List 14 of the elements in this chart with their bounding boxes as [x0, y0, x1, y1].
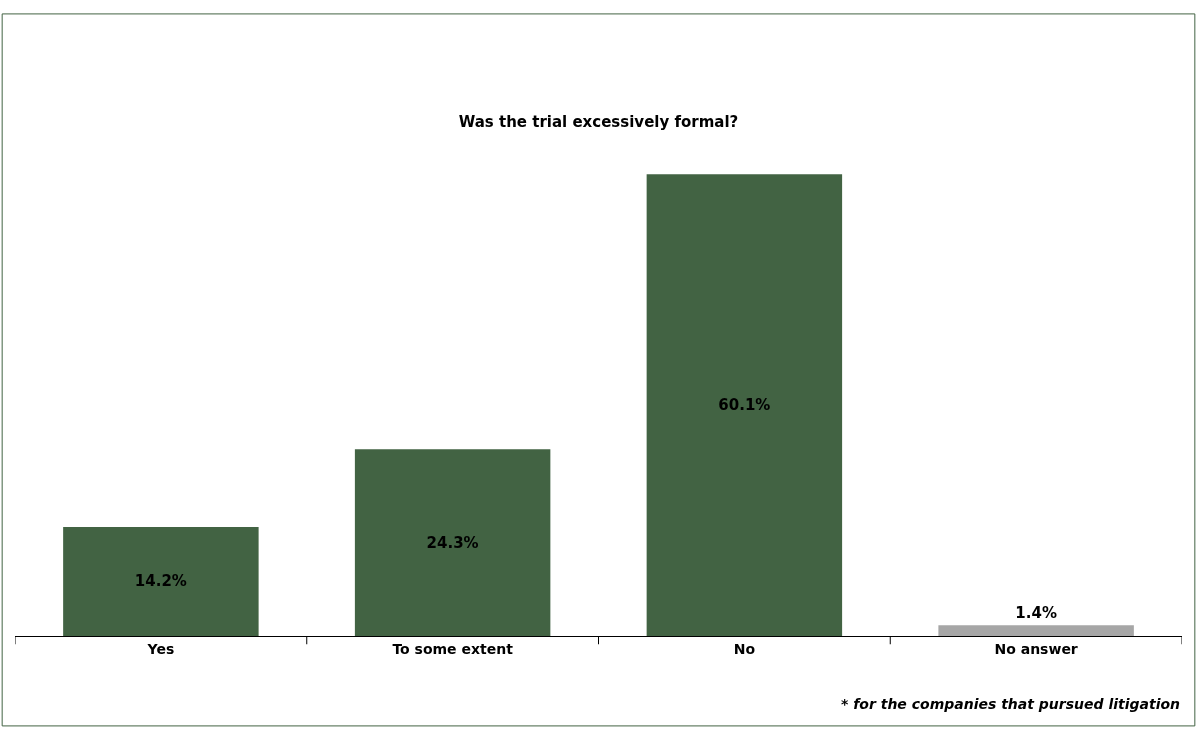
x-tick-label: No [733, 640, 756, 657]
x-tick-label: Yes [146, 640, 175, 657]
data-label: 1.4% [1015, 604, 1057, 623]
bar [646, 174, 843, 636]
bar [63, 526, 259, 636]
data-label: 60.1% [718, 396, 771, 415]
bar [354, 449, 551, 636]
chart-title: Was the trial excessively formal? [458, 113, 739, 132]
data-label: 14.2% [134, 572, 187, 591]
data-label: 24.3% [426, 533, 479, 552]
bar [938, 625, 1134, 636]
x-tick-label: To some extent [392, 640, 514, 657]
text: * for the companies that pursued litigation [841, 696, 1181, 712]
x-tick-label: No answer [994, 640, 1078, 657]
